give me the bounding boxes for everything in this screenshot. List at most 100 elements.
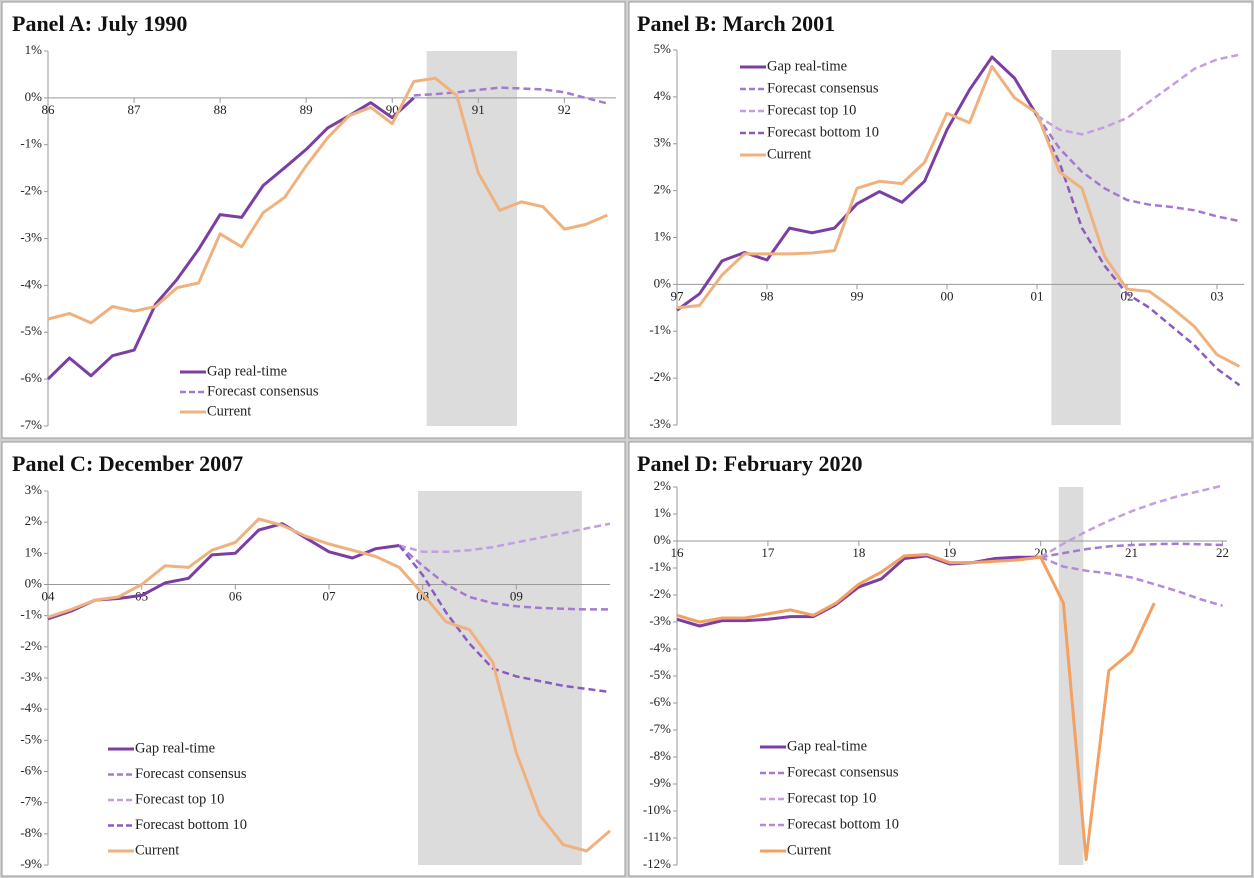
recession-shade: [426, 51, 518, 426]
x-tick-label: 03: [1211, 288, 1224, 303]
legend-label: Forecast top 10: [135, 791, 224, 807]
x-tick-label: 18: [852, 545, 865, 560]
series-line: [398, 522, 611, 554]
y-tick-label: -9%: [649, 775, 671, 790]
series-line: [1040, 556, 1223, 607]
legend-label: Forecast top 10: [787, 790, 876, 806]
y-tick-label: 1%: [654, 505, 672, 520]
legend-label: Gap real-time: [767, 58, 847, 74]
x-tick-label: 04: [42, 588, 56, 603]
series-line: [676, 553, 1156, 862]
y-tick-label: -9%: [20, 856, 42, 871]
x-tick-label: 17: [761, 545, 775, 560]
y-tick-label: 0%: [25, 575, 43, 590]
y-tick-label: -8%: [20, 825, 42, 840]
y-tick-label: -1%: [20, 607, 42, 622]
legend-label: Forecast bottom 10: [767, 124, 879, 140]
y-tick-label: -1%: [649, 559, 671, 574]
y-tick-label: -5%: [20, 731, 42, 746]
series-line: [398, 544, 611, 694]
recession-shade: [1051, 50, 1121, 425]
y-tick-label: 1%: [25, 544, 43, 559]
panel-title: Panel C: December 2007: [12, 451, 243, 476]
panel-title: Panel B: March 2001: [637, 11, 835, 36]
y-tick-label: 0%: [654, 532, 672, 547]
x-tick-label: 87: [128, 102, 142, 117]
y-tick-label: 3%: [25, 482, 43, 497]
series-line: [1039, 484, 1223, 559]
x-tick-label: 09: [510, 588, 523, 603]
y-tick-label: -3%: [649, 613, 671, 628]
legend-label: Current: [135, 842, 179, 858]
legend-label: Forecast consensus: [207, 383, 319, 399]
y-tick-label: -1%: [649, 322, 671, 337]
x-tick-label: 00: [941, 288, 954, 303]
panel-frame: [628, 1, 1253, 439]
x-tick-label: 21: [1125, 545, 1138, 560]
y-tick-label: 1%: [25, 42, 43, 57]
x-tick-label: 01: [1031, 288, 1044, 303]
x-tick-label: 19: [943, 545, 956, 560]
y-tick-label: -2%: [649, 369, 671, 384]
x-tick-label: 16: [671, 545, 685, 560]
y-tick-label: -5%: [20, 323, 42, 338]
legend-label: Forecast consensus: [135, 766, 247, 782]
y-tick-label: -3%: [20, 229, 42, 244]
x-tick-label: 99: [851, 288, 864, 303]
y-tick-label: -11%: [643, 829, 671, 844]
x-tick-label: 97: [671, 288, 685, 303]
panel-title: Panel A: July 1990: [12, 11, 187, 36]
y-tick-label: -7%: [20, 417, 42, 432]
legend-label: Forecast bottom 10: [787, 816, 899, 832]
y-tick-label: 2%: [654, 182, 672, 197]
x-tick-label: 86: [42, 102, 56, 117]
y-tick-label: -3%: [649, 416, 671, 431]
series-line: [1035, 114, 1240, 223]
series-line: [398, 544, 610, 611]
x-tick-label: 02: [1121, 288, 1134, 303]
y-tick-label: -5%: [649, 667, 671, 682]
series-line: [47, 517, 611, 853]
series-line: [47, 76, 608, 325]
legend-label: Forecast consensus: [767, 80, 879, 96]
panel-frame: [628, 441, 1253, 877]
y-tick-label: 0%: [25, 89, 43, 104]
x-tick-label: 91: [472, 102, 485, 117]
legend-label: Forecast bottom 10: [135, 817, 247, 833]
x-tick-label: 07: [323, 588, 337, 603]
y-tick-label: -7%: [20, 794, 42, 809]
series-line: [676, 55, 1039, 312]
legend-label: Current: [767, 146, 811, 162]
y-tick-label: 3%: [654, 135, 672, 150]
panel-frame: [1, 1, 626, 439]
legend-label: Current: [207, 403, 251, 419]
x-tick-label: 22: [1216, 545, 1229, 560]
y-tick-label: 5%: [654, 41, 672, 56]
y-tick-label: -7%: [649, 721, 671, 736]
x-tick-label: 98: [761, 288, 774, 303]
y-tick-label: -10%: [643, 802, 671, 817]
series-line: [1036, 53, 1240, 136]
y-tick-label: -4%: [20, 700, 42, 715]
series-line: [1040, 542, 1223, 559]
series-line: [676, 64, 1241, 368]
y-tick-label: -3%: [20, 669, 42, 684]
x-tick-label: 06: [229, 588, 243, 603]
legend-label: Gap real-time: [787, 738, 867, 754]
panel-title: Panel D: February 2020: [637, 451, 862, 476]
y-tick-label: -6%: [649, 694, 671, 709]
y-tick-label: -8%: [649, 748, 671, 763]
x-tick-label: 89: [300, 102, 313, 117]
y-tick-label: -4%: [20, 276, 42, 291]
legend-label: Gap real-time: [135, 740, 215, 756]
y-tick-label: -6%: [20, 762, 42, 777]
y-tick-label: 0%: [654, 275, 672, 290]
y-tick-label: 2%: [654, 478, 672, 493]
legend-label: Forecast consensus: [787, 764, 899, 780]
y-tick-label: -6%: [20, 370, 42, 385]
legend-label: Current: [787, 842, 831, 858]
y-tick-label: 1%: [654, 228, 672, 243]
y-tick-label: 2%: [25, 513, 43, 528]
y-tick-label: -2%: [20, 638, 42, 653]
y-tick-label: -1%: [20, 136, 42, 151]
